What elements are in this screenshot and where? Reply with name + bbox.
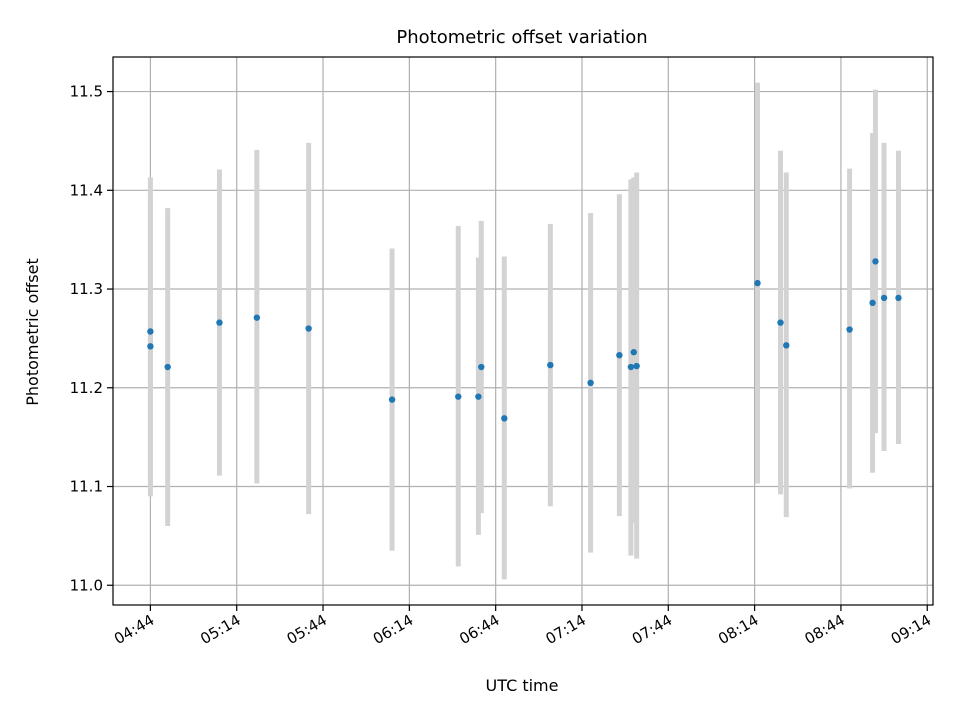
y-axis-ticks: 11.0 11.1 11.2 11.3 11.4 11.5 [70, 83, 113, 594]
data-point [777, 319, 784, 326]
data-point [895, 294, 902, 302]
x-axis-label: UTC time [486, 676, 559, 695]
data-point [501, 415, 508, 422]
y-tick-label: 11.0 [70, 576, 103, 594]
data-point [872, 258, 879, 265]
y-tick-label: 11.3 [70, 280, 103, 298]
data-point [253, 314, 261, 321]
y-axis-label: Photometric offset [23, 258, 42, 406]
y-tick-label: 11.5 [70, 83, 103, 101]
y-tick-label: 11.1 [70, 478, 103, 496]
grid-lines [113, 57, 933, 605]
data-point [869, 299, 876, 307]
data-point [587, 379, 594, 387]
data-point [216, 319, 223, 326]
data-point [633, 362, 640, 370]
data-point [783, 342, 790, 349]
data-points [147, 258, 902, 422]
plot-frame [112, 56, 934, 606]
data-point [455, 393, 462, 400]
data-point [475, 393, 482, 400]
chart-title: Photometric offset variation [396, 27, 647, 48]
data-point [616, 351, 623, 359]
data-point [880, 294, 888, 302]
data-point [147, 328, 154, 335]
y-tick-label: 11.2 [70, 379, 103, 397]
data-point [164, 363, 171, 371]
data-point [147, 343, 154, 350]
data-point [547, 361, 554, 369]
data-point [478, 363, 485, 371]
data-point [846, 326, 853, 333]
data-point [627, 363, 635, 371]
data-point [388, 396, 396, 403]
data-point [305, 325, 312, 332]
y-tick-label: 11.4 [70, 181, 103, 199]
data-point [630, 349, 637, 356]
data-point [754, 279, 761, 287]
